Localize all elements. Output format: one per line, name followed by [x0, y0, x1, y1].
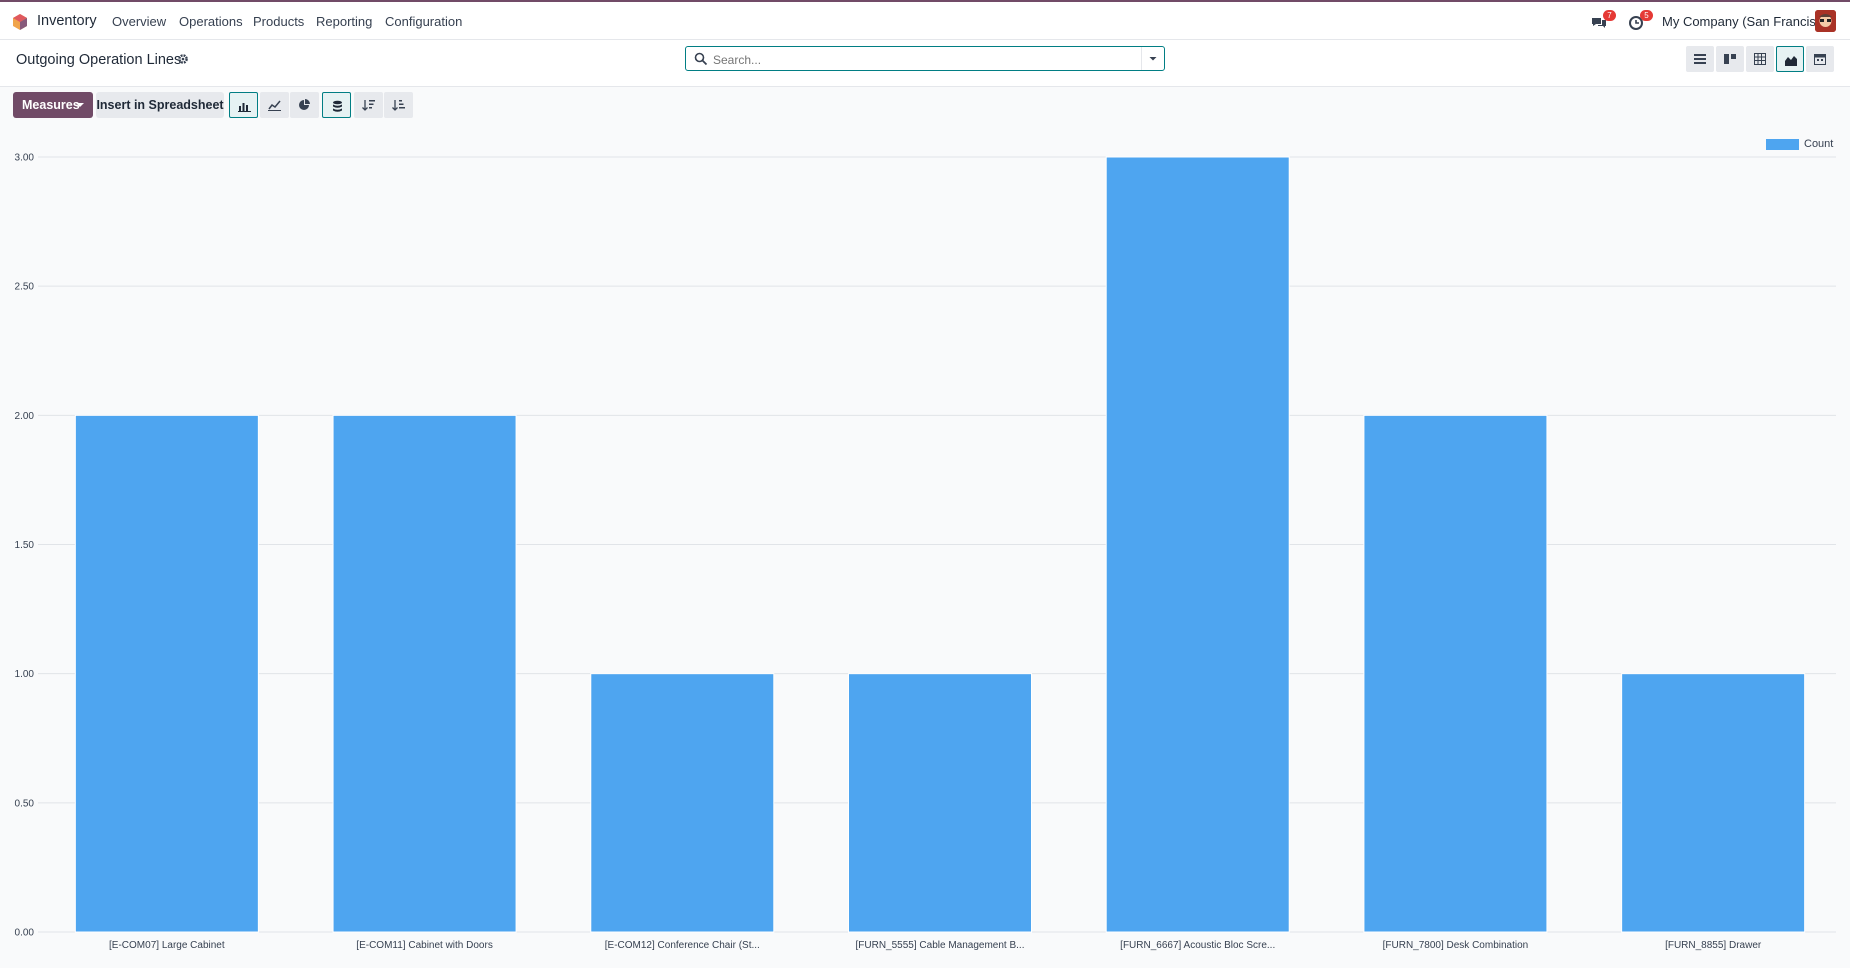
kanban-view-button[interactable] [1716, 46, 1744, 72]
menu-operations[interactable]: Operations [179, 14, 243, 29]
page-title: Outgoing Operation Lines [16, 52, 182, 68]
bar-chart-icon [238, 103, 251, 112]
bar[interactable] [332, 414, 517, 933]
graph-view-button[interactable] [1776, 46, 1804, 72]
menu-configuration[interactable]: Configuration [385, 14, 463, 29]
caret-down-icon [1149, 57, 1157, 61]
activities-badge: 5 [1640, 10, 1653, 21]
company-switcher[interactable]: My Company (San Francisco) [1662, 14, 1834, 29]
x-tick-label: [E-COM11] Cabinet with Doors [356, 940, 493, 951]
bar-chart-button[interactable] [229, 92, 258, 118]
stacked-button[interactable] [322, 92, 351, 118]
measures-button[interactable]: Measures [13, 92, 93, 118]
legend-swatch[interactable] [1766, 139, 1799, 150]
list-view-button[interactable] [1686, 46, 1714, 72]
clock-icon [1629, 16, 1643, 30]
pivot-view-icon [1754, 53, 1766, 65]
bar[interactable] [1621, 673, 1806, 933]
gear-icon[interactable] [177, 53, 189, 65]
messages-button[interactable]: 7 [1591, 10, 1616, 32]
search-input[interactable] [711, 49, 1115, 70]
stack-icon [333, 100, 342, 112]
y-tick-label: 3.00 [15, 153, 35, 164]
calendar-view-button[interactable] [1806, 46, 1834, 72]
caret-down-icon [76, 103, 84, 107]
bar[interactable] [1363, 414, 1548, 933]
bar-chart: 0.00 0.50 1.00 1.50 2.00 2.50 3.00 [E-COM07] La… [15, 153, 1836, 951]
line-chart-icon [268, 100, 281, 111]
pie-chart-button[interactable] [290, 92, 319, 118]
activities-button[interactable]: 5 [1628, 10, 1653, 32]
list-view-icon [1694, 54, 1706, 64]
x-tick-label: [FURN_7800] Desk Combination [1383, 940, 1529, 951]
user-avatar-icon [1815, 10, 1836, 32]
search-bar [685, 46, 1165, 71]
x-tick-label: [E-COM12] Conference Chair (St... [605, 940, 760, 951]
kanban-view-icon [1724, 54, 1736, 64]
pivot-view-button[interactable] [1746, 46, 1774, 72]
y-tick-label: 0.50 [15, 798, 35, 809]
y-tick-label: 1.00 [15, 669, 35, 680]
sort-ascending-button[interactable] [384, 92, 413, 118]
x-tick-label: [FURN_8855] Drawer [1665, 940, 1762, 951]
sort-ascending-icon [392, 100, 405, 111]
menu-reporting[interactable]: Reporting [316, 14, 373, 29]
chat-icon [1592, 18, 1606, 28]
bar[interactable] [590, 673, 775, 933]
y-tick-label: 2.00 [15, 411, 35, 422]
sort-descending-icon [362, 100, 375, 111]
menu-products[interactable]: Products [253, 14, 305, 29]
user-avatar[interactable] [1815, 10, 1836, 32]
search-options-toggle[interactable] [1141, 47, 1164, 70]
bar[interactable] [848, 673, 1032, 933]
bar[interactable] [74, 414, 259, 933]
search-icon [694, 52, 708, 66]
y-tick-label: 2.50 [15, 282, 35, 293]
menu-overview[interactable]: Overview [112, 14, 167, 29]
x-tick-label: [FURN_5555] Cable Management B... [856, 940, 1025, 951]
bar[interactable] [1105, 156, 1290, 933]
pie-chart-icon [299, 99, 310, 110]
inventory-app-icon[interactable] [11, 13, 29, 31]
sort-descending-button[interactable] [354, 92, 383, 118]
y-tick-label: 1.50 [15, 540, 35, 551]
graph-view-icon [1785, 56, 1797, 66]
top-navbar: Inventory Overview Operations Products R… [0, 0, 1850, 40]
messages-badge: 7 [1603, 10, 1616, 21]
measures-label: Measures [22, 98, 80, 112]
y-tick-label: 0.00 [15, 928, 35, 939]
app-name[interactable]: Inventory [37, 13, 97, 29]
calendar-view-icon [1814, 54, 1826, 65]
line-chart-button[interactable] [260, 92, 289, 118]
x-tick-label: [E-COM07] Large Cabinet [109, 940, 225, 951]
insert-spreadsheet-button[interactable]: Insert in Spreadsheet [96, 92, 224, 118]
x-tick-label: [FURN_6667] Acoustic Bloc Scre... [1120, 940, 1275, 951]
legend-label: Count [1804, 138, 1834, 150]
